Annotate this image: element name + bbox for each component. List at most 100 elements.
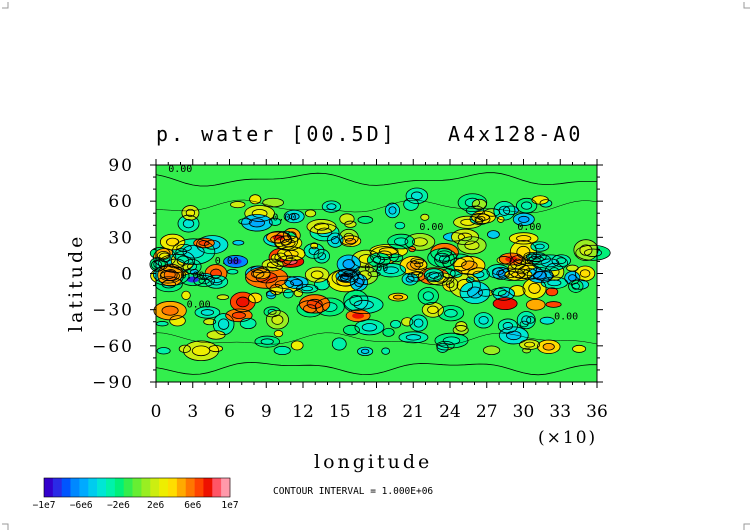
- contour-ring: [351, 249, 382, 269]
- contour-ring-inner: [185, 208, 196, 217]
- contour-ring: [409, 314, 428, 332]
- contour-ring: [357, 215, 374, 224]
- contour-label: 0.00: [364, 263, 388, 274]
- contour-ring: [575, 244, 611, 261]
- contour-ring: [531, 195, 549, 205]
- contour-ring-inner: [571, 282, 580, 290]
- contour-ring: [263, 231, 292, 247]
- field-blob-core: [309, 247, 319, 255]
- contour-ring: [455, 321, 468, 332]
- contour-ring-inner: [341, 272, 354, 280]
- contour-ring-inner: [442, 336, 461, 345]
- contour-ring: [193, 237, 215, 249]
- field-blob: [390, 320, 401, 329]
- field-blob-core: [429, 271, 439, 279]
- contour-ring-inner: [460, 218, 476, 226]
- contour-ring-inner: [579, 244, 593, 256]
- field-blob: [382, 328, 395, 337]
- contour-ring: [394, 221, 406, 230]
- contour-ring-inner: [524, 341, 536, 348]
- contour-ring-inner: [267, 308, 277, 315]
- contour-ring-inner: [405, 334, 422, 341]
- field-blob: [455, 321, 467, 332]
- contour-ring: [526, 298, 546, 311]
- contour-ring: [442, 276, 459, 292]
- contour-ring-inner: [528, 282, 541, 294]
- contour-ring-inner: [434, 252, 450, 263]
- contour-ring-inner: [521, 201, 533, 210]
- contour-ring: [249, 194, 262, 205]
- contour-ring: [475, 217, 484, 225]
- contour-ring-inner: [270, 235, 285, 244]
- field-blob: [230, 201, 246, 208]
- contour-ring: [471, 198, 487, 210]
- contour-label: 0.00: [215, 256, 239, 267]
- contour-ring-inner: [354, 277, 364, 287]
- contour-ring: [497, 267, 525, 281]
- contour-ring: [401, 317, 414, 327]
- contour-ring: [381, 347, 391, 355]
- field-blob-core: [579, 244, 593, 256]
- contour-ring: [568, 279, 584, 293]
- field-blob-core: [183, 219, 194, 228]
- contour-ring: [537, 339, 561, 354]
- colorbar: [43, 477, 231, 498]
- contour-ring: [181, 290, 191, 300]
- colorbar-swatch: [61, 478, 71, 497]
- contour-ring: [376, 263, 407, 278]
- zonal-contour: [155, 332, 598, 346]
- field-blob-core: [535, 244, 545, 249]
- colorbar-swatch: [88, 478, 98, 497]
- field-blob-core: [342, 259, 355, 269]
- y-tick-label: 30: [108, 228, 134, 248]
- contour-ring-inner: [251, 209, 268, 218]
- y-axis: 90 60 30 0 −30 −60 −90: [92, 156, 603, 393]
- y-tick-label: 0: [121, 265, 134, 285]
- contour-ring-inner: [290, 279, 303, 286]
- y-tick-label: 60: [108, 192, 134, 212]
- contour-ring: [354, 319, 385, 336]
- field-blob: [232, 240, 244, 246]
- contour-ring: [388, 253, 404, 263]
- field-blob: [181, 291, 191, 300]
- contour-ring-inner: [530, 254, 542, 260]
- contour-ring: [190, 268, 199, 276]
- colorbar-labels: −1e7 −6e6 −2e6 2e6 6e6 1e7: [33, 500, 239, 511]
- contour-ring: [252, 268, 271, 280]
- contour-ring: [193, 275, 215, 287]
- contour-ring: [405, 187, 429, 205]
- field-blob: [305, 209, 316, 217]
- contour-ring: [206, 330, 226, 340]
- field-blob-core: [568, 274, 577, 282]
- field-blob-core: [362, 323, 377, 332]
- contour-ring: [469, 213, 491, 225]
- contour-ring: [283, 209, 305, 224]
- contour-ring-inner: [518, 215, 530, 223]
- field-blob-core: [301, 286, 313, 291]
- contour-interval-text: CONTOUR INTERVAL = 1.000E+06: [273, 486, 433, 497]
- field-blob-core: [521, 201, 532, 210]
- contour-ring: [390, 319, 402, 329]
- contour-ring-inner: [511, 271, 526, 279]
- field-peak-core: [499, 300, 512, 307]
- contour-ring: [204, 274, 229, 289]
- contour-ring: [293, 289, 303, 298]
- x-tick-label: 30: [513, 402, 535, 422]
- field-blob: [262, 198, 284, 207]
- contour-ring-inner: [342, 259, 355, 270]
- contour-ring: [194, 306, 221, 319]
- field-blob-core: [406, 334, 421, 341]
- contour-ring-inner: [316, 227, 333, 238]
- contour-ring: [448, 272, 481, 299]
- contour-ring: [156, 251, 171, 260]
- contour-ring: [387, 233, 416, 250]
- colorbar-label: 6e6: [184, 500, 201, 511]
- contour-ring: [436, 342, 449, 353]
- field-blob-core: [516, 235, 531, 242]
- contour-ring: [570, 279, 590, 290]
- x-axis: 0 3 6 9 12 15 18 21 24 27 30 33 36: [151, 159, 608, 422]
- contour-ring: [545, 301, 562, 308]
- contour-ring-inner: [163, 269, 178, 281]
- x-tick-label: 21: [402, 402, 424, 422]
- contour-ring: [388, 292, 409, 302]
